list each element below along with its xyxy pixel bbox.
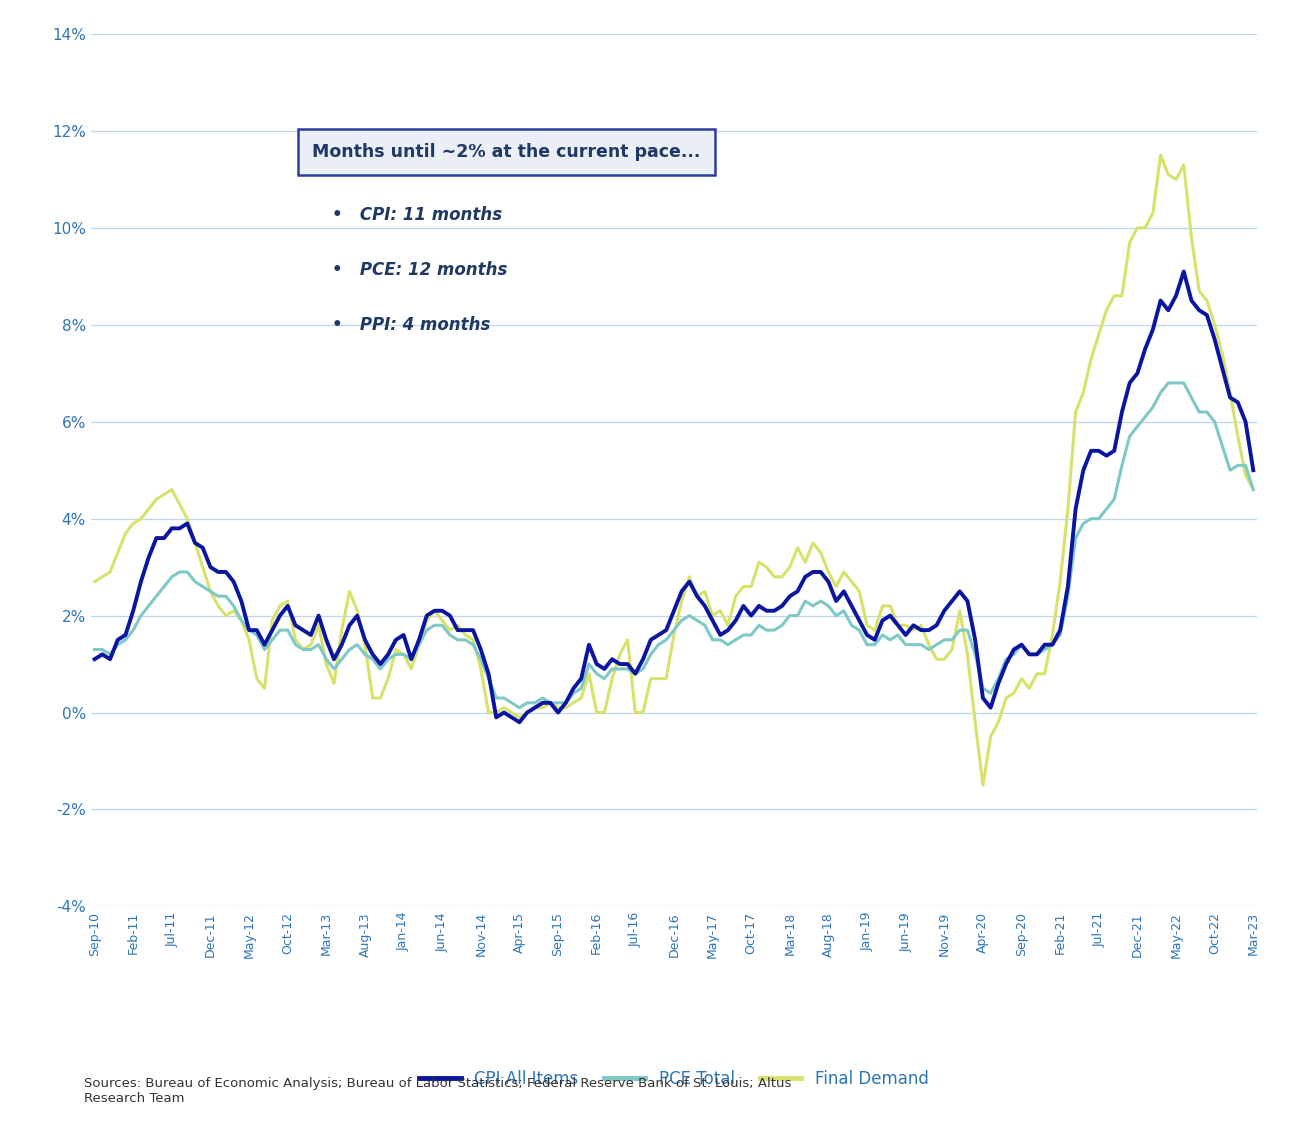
Text: •   PCE: 12 months: • PCE: 12 months: [332, 261, 508, 279]
Text: Months until ~2% at the current pace...: Months until ~2% at the current pace...: [312, 143, 701, 161]
Legend: CPI All Items, PCE Total, Final Demand: CPI All Items, PCE Total, Final Demand: [412, 1063, 936, 1094]
Text: •   CPI: 11 months: • CPI: 11 months: [332, 206, 503, 224]
Text: •   PPI: 4 months: • PPI: 4 months: [332, 316, 491, 334]
Text: Sources: Bureau of Economic Analysis; Bureau of Labor Statistics; Federal Reserv: Sources: Bureau of Economic Analysis; Bu…: [84, 1076, 792, 1105]
